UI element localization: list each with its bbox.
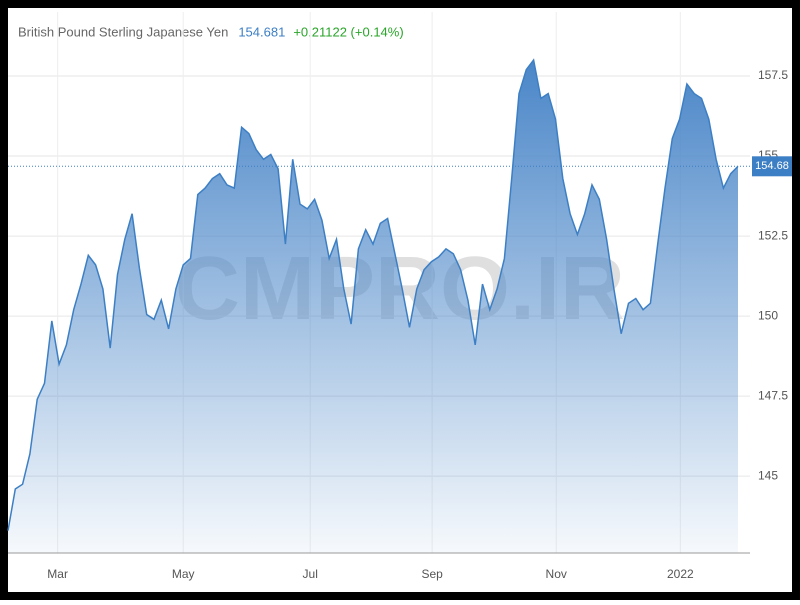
line — [7, 58, 739, 531]
x-tick-label: 2022 — [667, 567, 694, 581]
x-tick-label: May — [172, 567, 195, 581]
chart-title: British Pound Sterling Japanese Yen — [18, 24, 228, 39]
price: 154.681 — [238, 24, 285, 39]
change: +0.21122 (+0.14%) — [293, 24, 403, 39]
x-tick-label: Jul — [303, 567, 318, 581]
last-price-box — [752, 156, 792, 177]
last-price-label: 154.68 — [755, 160, 789, 172]
x-tick-label: Sep — [421, 567, 443, 581]
y-tick-label: 157.5 — [758, 68, 788, 82]
x-tick-label: Mar — [47, 567, 68, 581]
area — [8, 60, 738, 553]
y-tick-label: 150 — [758, 308, 778, 322]
x-tick-label: Nov — [546, 567, 567, 581]
y-tick-label: 152.5 — [758, 228, 788, 242]
y-tick-label: 145 — [758, 468, 778, 482]
y-tick-label: 147.5 — [758, 388, 788, 402]
